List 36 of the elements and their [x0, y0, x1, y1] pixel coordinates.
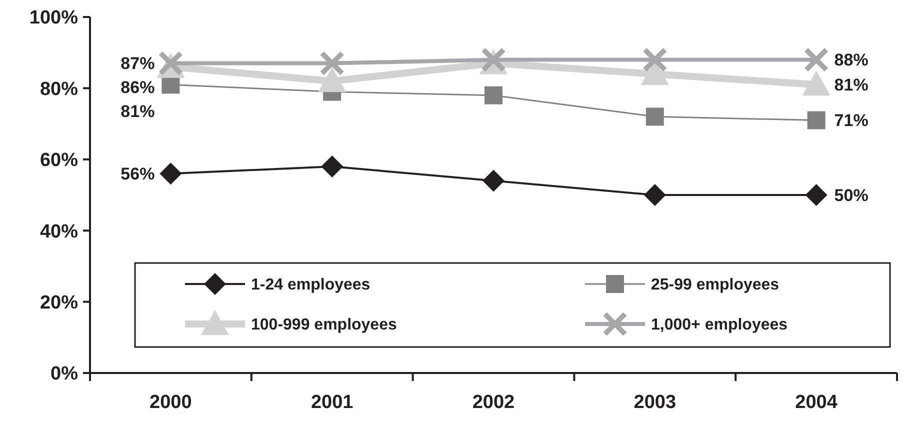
data-label: 86%: [120, 78, 155, 98]
legend-label: 1-24 employees: [251, 276, 370, 294]
y-tick-label: 20%: [40, 292, 78, 314]
legend-label: 25-99 employees: [651, 276, 780, 294]
point: [646, 108, 664, 126]
data-label: 56%: [120, 164, 155, 184]
legend-label: 1,000+ employees: [651, 316, 788, 334]
x-tick-label: 2002: [472, 392, 515, 413]
data-label: 81%: [834, 76, 868, 95]
x-tick-label: 2004: [795, 392, 838, 413]
point: [160, 162, 182, 185]
y-tick-label: 80%: [40, 78, 78, 100]
point: [482, 170, 504, 192]
y-tick-label: 0%: [50, 364, 78, 385]
legend-label: 100-999 employees: [251, 316, 397, 334]
y-tick-label: 60%: [40, 150, 78, 172]
y-tick-label: 40%: [40, 221, 78, 242]
point: [321, 156, 344, 178]
data-label: 50%: [834, 186, 868, 205]
point: [802, 70, 830, 96]
point: [804, 47, 829, 72]
y-tick-label: 100%: [29, 8, 78, 29]
point: [320, 50, 345, 76]
point: [318, 67, 346, 92]
x-tick-label: 2003: [634, 392, 676, 413]
point: [484, 86, 502, 104]
data-label: 71%: [834, 111, 868, 130]
point: [644, 184, 666, 206]
point: [805, 184, 828, 206]
data-label: 88%: [834, 50, 868, 70]
x-tick-label: 2000: [150, 392, 192, 413]
point: [642, 47, 668, 72]
point: [807, 111, 826, 130]
x-tick-label: 2001: [310, 392, 354, 413]
data-label: 87%: [120, 54, 155, 74]
data-label: 81%: [120, 102, 155, 122]
